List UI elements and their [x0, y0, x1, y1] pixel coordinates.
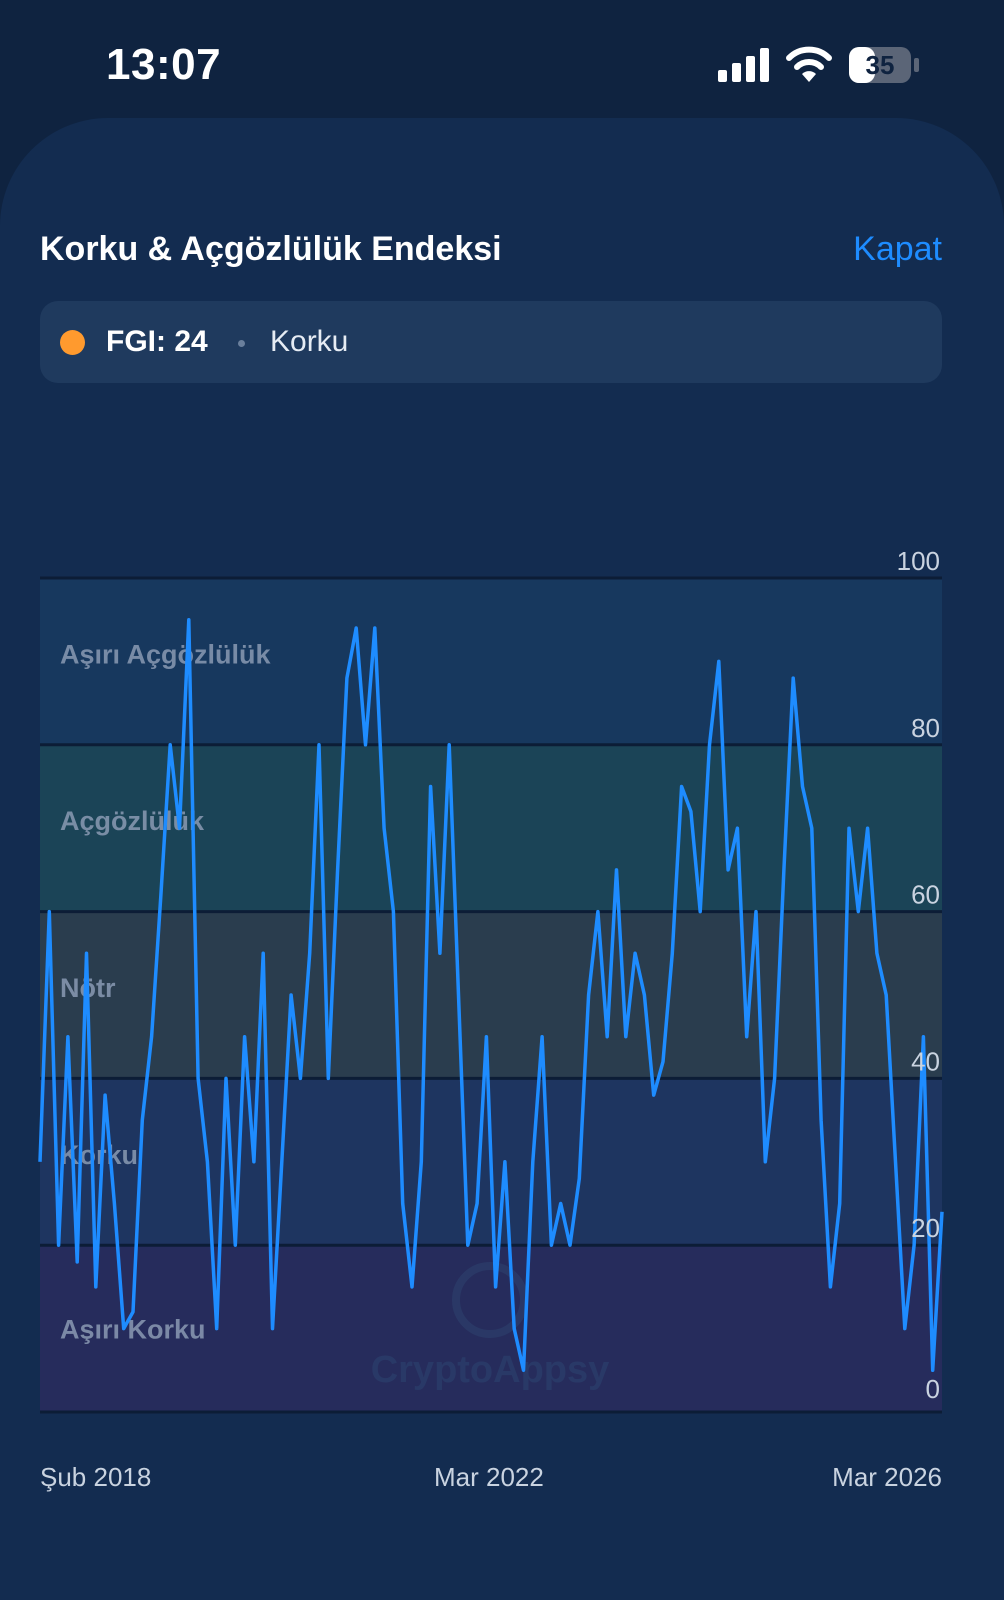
y-tick-label-2: 60 — [911, 880, 940, 910]
band-4 — [40, 1245, 942, 1412]
fgi-value: FGI: 24 — [106, 325, 208, 358]
x-axis-labels: Şub 2018 Mar 2022 Mar 2026 — [0, 1462, 1004, 1502]
battery-level: 35 — [866, 50, 895, 80]
band-label-0: Aşırı Açgözlülük — [60, 639, 272, 669]
status-bar: 13:07 35 — [0, 0, 1004, 118]
x-tick-start: Şub 2018 — [40, 1462, 152, 1492]
fgi-status-dot-icon — [60, 330, 85, 355]
fgi-summary: FGI: 24 Korku — [40, 301, 942, 383]
watermark-text: CryptoAppsy — [371, 1349, 610, 1391]
close-button[interactable]: Kapat — [853, 230, 942, 268]
x-tick-middle: Mar 2022 — [434, 1462, 544, 1492]
x-tick-end: Mar 2026 — [832, 1462, 942, 1492]
watermark-logo-icon — [452, 1262, 528, 1338]
sheet-title: Korku & Açgözlülük Endeksi — [40, 230, 502, 268]
fgi-series-line — [38, 617, 944, 1373]
battery-icon: 35 — [849, 47, 919, 83]
band-label-1: Açgözlülük — [60, 806, 205, 836]
y-tick-label-5: 0 — [926, 1374, 940, 1404]
band-label-4: Aşırı Korku — [60, 1315, 206, 1345]
y-tick-label-4: 20 — [911, 1213, 940, 1243]
y-tick-label-0: 100 — [897, 546, 940, 576]
status-time: 13:07 — [106, 40, 222, 89]
fgi-state: Korku — [270, 325, 349, 358]
cellular-signal-icon — [718, 48, 769, 82]
y-tick-label-3: 40 — [911, 1046, 940, 1076]
band-2 — [40, 911, 942, 1079]
separator-dot — [238, 340, 245, 347]
wifi-icon — [786, 46, 832, 82]
y-tick-label-1: 80 — [911, 713, 940, 743]
